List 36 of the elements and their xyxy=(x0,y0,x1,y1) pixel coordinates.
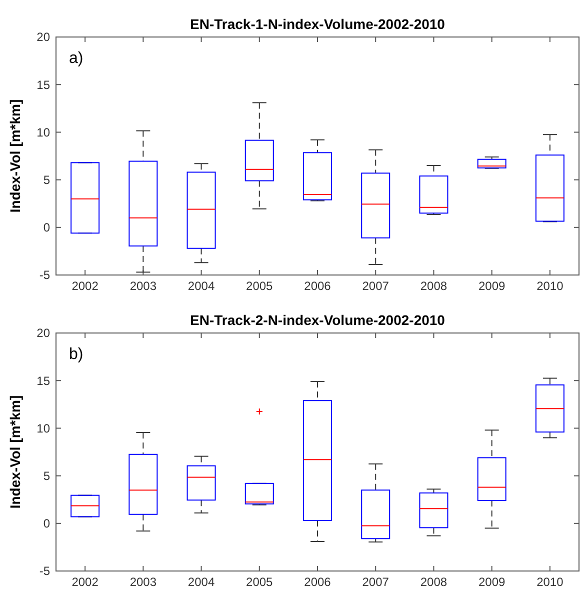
x-tick-label: 2004 xyxy=(188,279,215,293)
y-tick-label: 0 xyxy=(43,516,50,531)
y-tick-label: 5 xyxy=(43,173,50,187)
y-tick-label: 10 xyxy=(36,125,50,140)
y-tick-label: 15 xyxy=(36,374,50,388)
y-tick-label: 20 xyxy=(36,326,50,340)
x-tick-label: 2003 xyxy=(130,575,157,589)
x-tick-label: 2007 xyxy=(362,575,390,589)
x-tick-label: 2005 xyxy=(246,279,274,293)
x-tick-label: 2010 xyxy=(536,279,564,293)
annotation: a) xyxy=(69,50,84,67)
x-tick-label: 2009 xyxy=(478,279,506,293)
x-tick-label: 2008 xyxy=(420,575,448,589)
y-tick-label: 15 xyxy=(36,78,50,92)
y-axis-title: Index-Vol [m*km] xyxy=(7,395,23,509)
y-tick-label: 0 xyxy=(43,220,50,235)
x-tick-label: 2006 xyxy=(304,575,332,589)
y-tick-label: 5 xyxy=(43,469,50,483)
y-axis-title: Index-Vol [m*km] xyxy=(7,99,23,213)
annotation: b) xyxy=(69,346,84,363)
x-tick-label: 2004 xyxy=(188,575,215,589)
chart-title: EN-Track-2-N-index-Volume-2002-2010 xyxy=(190,312,446,328)
x-tick-label: 2006 xyxy=(304,279,332,293)
x-tick-label: 2007 xyxy=(362,279,390,293)
x-tick-label: 2002 xyxy=(72,575,99,589)
y-tick-label: 20 xyxy=(36,30,50,44)
x-tick-label: 2008 xyxy=(420,279,448,293)
chart-title: EN-Track-1-N-index-Volume-2002-2010 xyxy=(190,16,446,32)
y-tick-label: 10 xyxy=(36,421,50,436)
x-tick-label: 2010 xyxy=(536,575,564,589)
x-tick-label: 2005 xyxy=(246,575,274,589)
y-tick-label: -5 xyxy=(39,564,50,578)
x-tick-label: 2009 xyxy=(478,575,506,589)
x-tick-label: 2002 xyxy=(72,279,99,293)
y-tick-label: -5 xyxy=(39,268,50,282)
x-tick-label: 2003 xyxy=(130,279,157,293)
